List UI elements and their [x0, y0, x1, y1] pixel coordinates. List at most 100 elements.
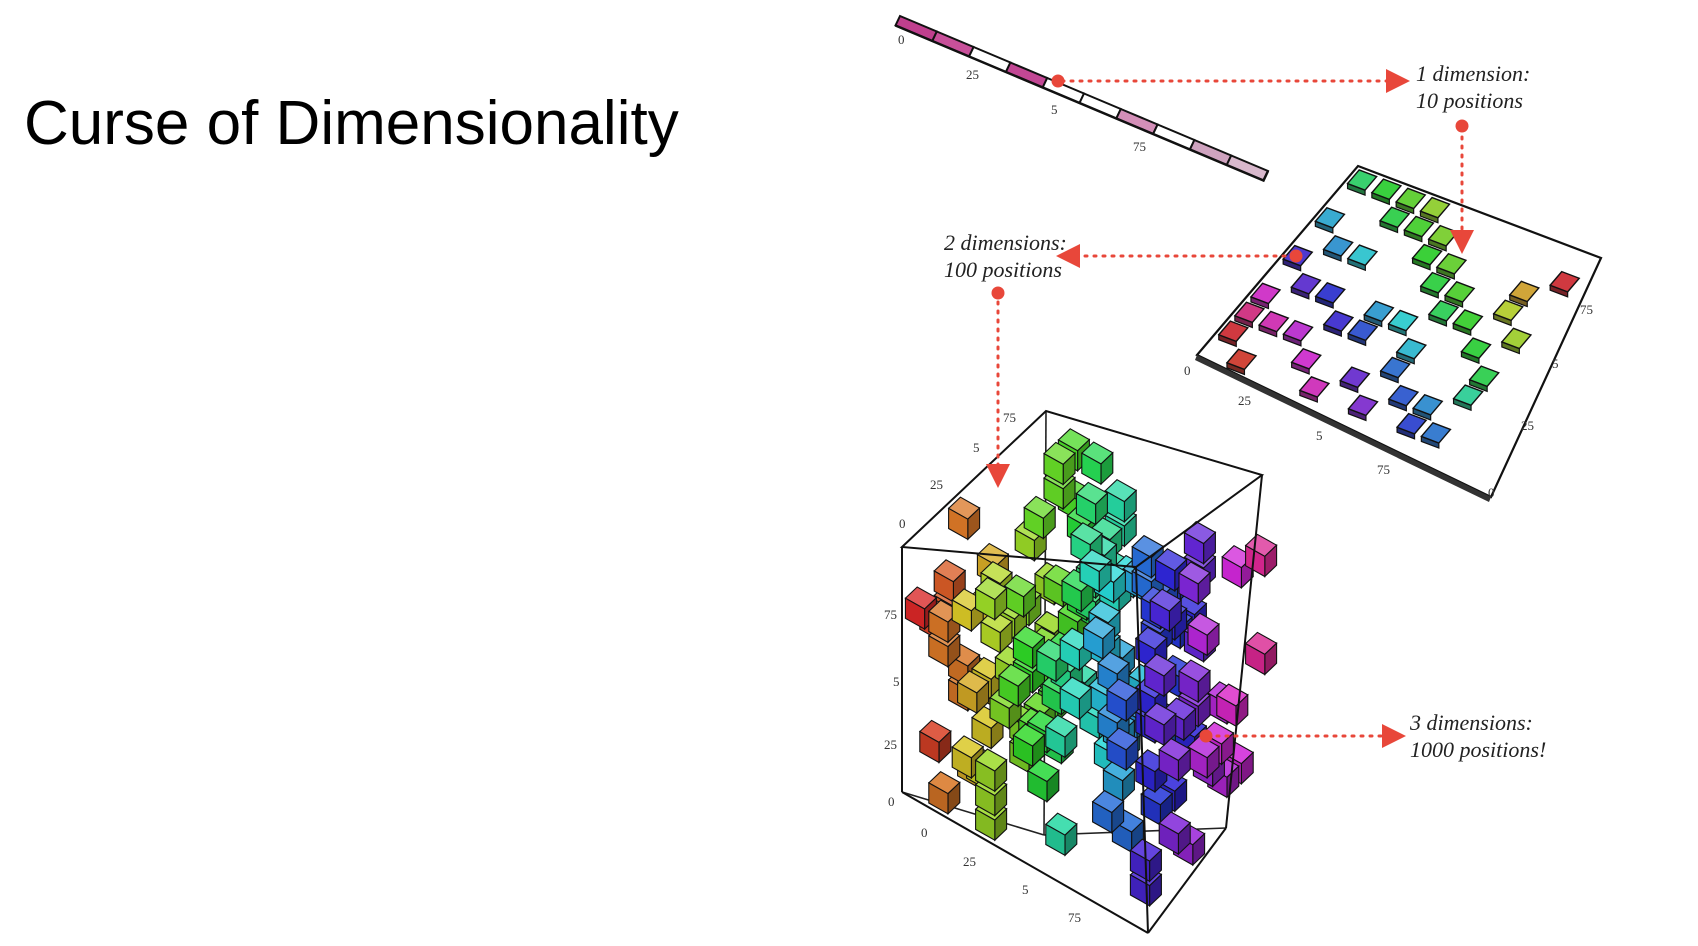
grid-tile [1395, 412, 1428, 435]
cube-cell-face [1079, 706, 1100, 740]
cube-cell-face [998, 674, 1019, 708]
cube-cell-face [1061, 579, 1082, 613]
cube-cell-face [1012, 734, 1034, 768]
grid-tick-b-5: 5 [1552, 356, 1559, 371]
caption-2d-line1: 2 dimensions: [944, 230, 1067, 255]
cube-cell-face [1023, 506, 1044, 540]
cube-cell-face [1043, 452, 1064, 486]
grid-plane-edge [1195, 355, 1491, 502]
cube-cell-face [1183, 531, 1205, 565]
cube-tick-height-0: 0 [888, 794, 895, 809]
cube-cell-face [948, 507, 969, 541]
cube-tick-depth-0: 0 [899, 516, 906, 531]
strip-ticks: 0 25 5 75 [898, 32, 1146, 154]
grid-tile [1347, 394, 1379, 417]
cube-cell-face [1245, 642, 1266, 676]
caption-1d-line1: 1 dimension: [1416, 61, 1530, 86]
grid-tile [1346, 169, 1378, 191]
grid-tile [1233, 301, 1266, 324]
cube-cell-face [975, 587, 996, 621]
cube-cell-face [957, 681, 978, 715]
strip-tick-25: 25 [966, 67, 979, 82]
cube-cell-face [1014, 528, 1035, 562]
dot-strip [1051, 74, 1065, 88]
grid-tile [1460, 337, 1492, 360]
grid-tile [1314, 282, 1346, 304]
grid-tile [1419, 196, 1451, 219]
cube-cell-face [1075, 492, 1097, 526]
grid-tile [1548, 270, 1581, 293]
cube-cell-face [1106, 738, 1127, 772]
dot-cube [1199, 729, 1213, 743]
cube-cell-face [1221, 555, 1242, 589]
cube-cell-face [951, 599, 972, 632]
cube-cell-face [1043, 477, 1064, 510]
cube-cell-face [1012, 636, 1034, 670]
cube-cell-face [980, 620, 1001, 654]
cube-cell-face [919, 730, 940, 764]
cube-cell-face [1043, 575, 1064, 608]
grid-tile [1249, 282, 1282, 305]
grid-tile [1290, 347, 1322, 370]
grid-tick-b-25: 25 [1521, 418, 1534, 433]
cube-cell-face [1092, 800, 1113, 834]
cube-tick-front-5: 5 [1022, 882, 1029, 897]
grid-tile [1452, 384, 1484, 407]
cube-cell-face [1083, 627, 1104, 660]
cube-cell-face [1144, 664, 1165, 698]
connector-dots [991, 74, 1469, 743]
caption-3d-line2: 1000 positions! [1410, 737, 1546, 762]
cube-ticks: 0 25 5 75 0 25 5 75 0 25 5 75 [884, 410, 1081, 925]
cube-cell-face [1129, 849, 1151, 883]
grid-tile [1419, 271, 1452, 294]
cube-cell-face [975, 808, 996, 842]
grid-tile [1394, 187, 1427, 210]
grid-tile [1468, 365, 1500, 388]
cube-cell-face [1158, 822, 1179, 856]
grid-tick-a-5: 5 [1316, 428, 1323, 443]
strip-edge [895, 24, 1270, 183]
grid-tile [1363, 300, 1395, 323]
cube-cell-face [1245, 544, 1266, 578]
cube-tick-height-5: 5 [893, 674, 900, 689]
cube-cell-face [1059, 687, 1080, 721]
grid-tile [1379, 356, 1411, 379]
grid-tick-b-75: 75 [1580, 302, 1593, 317]
grid-tile [1346, 244, 1379, 267]
grid-tile [1370, 178, 1403, 201]
grid-tile [1257, 310, 1290, 333]
grid-tile [1492, 299, 1524, 322]
cube-cell-face [1027, 769, 1048, 803]
grid-tile [1395, 337, 1428, 360]
caption-2d-line2: 100 positions [944, 257, 1062, 282]
cube-cell-face [1079, 559, 1100, 593]
cube-cell-face [1036, 649, 1057, 683]
cube-tick-height-75: 75 [884, 607, 897, 622]
grid-tile [1411, 393, 1444, 416]
grid-tile [1339, 366, 1371, 389]
cube-cell-face [1059, 638, 1080, 672]
dot-caption2 [991, 286, 1005, 300]
grid-tile [1508, 280, 1541, 303]
grid-tick-a-75: 75 [1377, 462, 1390, 477]
cube-cell-face [975, 783, 996, 817]
grid-tile [1322, 310, 1355, 332]
cube-cell-face [1155, 559, 1176, 592]
cube-cell-face [1158, 748, 1179, 782]
grid-tile [1298, 376, 1331, 398]
cube-tick-front-0: 0 [921, 825, 928, 840]
cube-cell-face [989, 696, 1010, 730]
grid-tick-a-0: 0 [1184, 363, 1191, 378]
cube-cell-face [1149, 599, 1170, 633]
grid-tile [1435, 252, 1468, 275]
cube-cell-face [1045, 823, 1066, 857]
grid-tick-a-25: 25 [1238, 393, 1251, 408]
cube-cell-face [1041, 682, 1062, 716]
grid-tile [1420, 422, 1452, 444]
cube-cell-face [1129, 873, 1151, 907]
grid-tile [1443, 281, 1476, 303]
grid-tile [1452, 309, 1484, 331]
captions: 1 dimension: 10 positions 2 dimensions: … [944, 61, 1546, 762]
cube-cell-face [1106, 689, 1127, 723]
cube-cell-face [975, 759, 996, 793]
